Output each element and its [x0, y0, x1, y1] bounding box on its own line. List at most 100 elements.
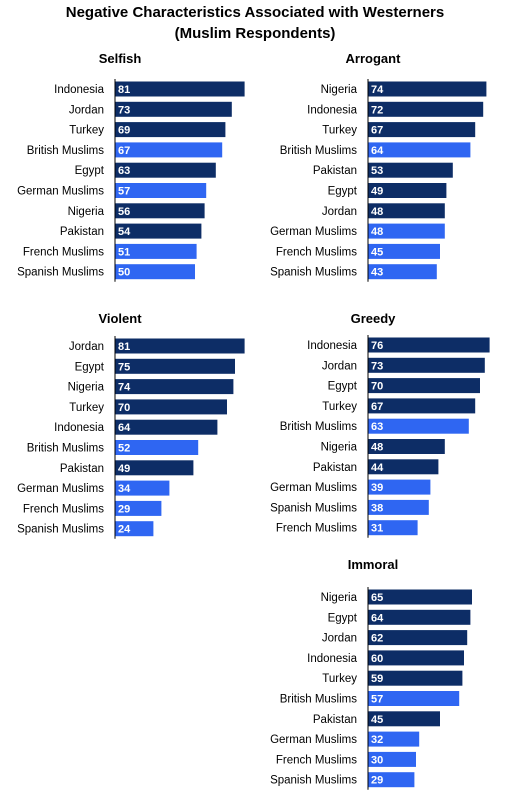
value-label: 57	[118, 186, 130, 198]
bar	[115, 399, 227, 415]
bar	[115, 379, 234, 395]
category-label: Spanish Muslims	[270, 775, 357, 787]
value-label: 48	[371, 206, 383, 218]
value-label: 51	[118, 246, 130, 258]
category-label: Turkey	[322, 401, 357, 413]
value-label: 74	[118, 382, 131, 394]
bar	[115, 264, 195, 280]
value-label: 70	[118, 402, 130, 414]
bar	[368, 751, 416, 767]
value-label: 53	[371, 165, 383, 177]
category-label: Pakistan	[313, 714, 357, 726]
category-label: Nigeria	[68, 206, 105, 218]
panel-violent: Violent Jordan 81 Egypt 75 Nigeria 74 Turkey 70 I…	[17, 311, 245, 539]
bar	[368, 711, 440, 727]
category-label: French Muslims	[276, 246, 357, 258]
bar	[368, 337, 490, 353]
value-label: 73	[118, 104, 130, 116]
value-label: 49	[118, 463, 130, 475]
value-label: 64	[118, 422, 131, 434]
bar	[368, 670, 463, 686]
value-label: 54	[118, 226, 131, 238]
category-label: Jordan	[322, 206, 357, 218]
bar	[368, 499, 429, 515]
panel-title: Violent	[98, 311, 142, 326]
value-label: 56	[118, 206, 130, 218]
bar	[115, 358, 235, 374]
value-label: 64	[371, 612, 384, 624]
category-label: Jordan	[69, 341, 104, 353]
bar	[368, 589, 472, 605]
panel-selfish: Selfish Indonesia 81 Jordan 73 Turkey 69 Britis…	[17, 51, 245, 282]
value-label: 76	[371, 340, 383, 352]
category-label: German Muslims	[17, 186, 104, 198]
value-label: 65	[371, 592, 383, 604]
bar	[368, 183, 447, 198]
bar	[115, 162, 216, 178]
panel-arrogant: Arrogant Nigeria 74 Indonesia 72 Turkey 67 Brit…	[270, 51, 487, 282]
bar	[115, 203, 205, 219]
category-label: German Muslims	[270, 734, 357, 746]
category-label: Nigeria	[321, 592, 358, 604]
value-label: 29	[118, 503, 130, 515]
category-label: Jordan	[322, 633, 357, 645]
value-label: 64	[371, 145, 384, 157]
value-label: 45	[371, 246, 383, 258]
chart-subtitle: (Muslim Respondents)	[175, 25, 336, 42]
category-label: German Muslims	[17, 483, 104, 495]
value-label: 44	[371, 462, 384, 474]
value-label: 73	[371, 360, 383, 372]
value-label: 43	[371, 267, 383, 279]
bar	[368, 609, 471, 625]
category-label: British Muslims	[27, 443, 105, 455]
category-label: German Muslims	[270, 482, 357, 494]
bar	[368, 650, 464, 666]
bar	[368, 691, 460, 706]
category-label: Indonesia	[307, 104, 357, 116]
value-label: 72	[371, 104, 383, 116]
value-label: 81	[118, 341, 130, 353]
bar	[368, 520, 418, 536]
value-label: 30	[371, 754, 383, 766]
bar	[368, 357, 485, 373]
value-label: 32	[371, 734, 383, 746]
category-label: Nigeria	[68, 382, 105, 394]
bar	[115, 440, 199, 455]
value-label: 69	[118, 125, 130, 137]
category-label: Pakistan	[313, 165, 357, 177]
value-label: 48	[371, 442, 383, 454]
category-label: Nigeria	[321, 84, 358, 96]
panel-title: Arrogant	[346, 51, 402, 66]
category-label: French Muslims	[276, 754, 357, 766]
value-label: 60	[371, 653, 383, 665]
category-label: Turkey	[322, 673, 357, 685]
value-label: 57	[371, 694, 383, 706]
bar	[115, 521, 154, 537]
category-label: Spanish Muslims	[17, 524, 104, 536]
category-label: Spanish Muslims	[17, 267, 104, 279]
bar	[368, 772, 415, 788]
bar	[368, 731, 420, 747]
category-label: Nigeria	[321, 442, 358, 454]
bar	[368, 398, 476, 414]
bar	[115, 101, 232, 117]
bar	[368, 479, 431, 495]
bar	[368, 122, 476, 138]
category-label: French Muslims	[23, 503, 104, 515]
value-label: 81	[118, 84, 130, 96]
value-label: 67	[371, 125, 383, 137]
panel-title: Immoral	[348, 557, 399, 572]
bar	[115, 142, 223, 158]
bar	[368, 630, 468, 646]
value-label: 67	[118, 145, 130, 157]
category-label: British Muslims	[280, 421, 358, 433]
category-label: Pakistan	[60, 463, 104, 475]
category-label: Turkey	[69, 125, 104, 137]
value-label: 52	[118, 443, 130, 455]
value-label: 48	[371, 226, 383, 238]
category-label: French Muslims	[23, 246, 104, 258]
category-label: British Muslims	[280, 145, 358, 157]
category-label: Egypt	[75, 361, 105, 373]
category-label: Indonesia	[54, 422, 104, 434]
bar	[368, 223, 445, 239]
